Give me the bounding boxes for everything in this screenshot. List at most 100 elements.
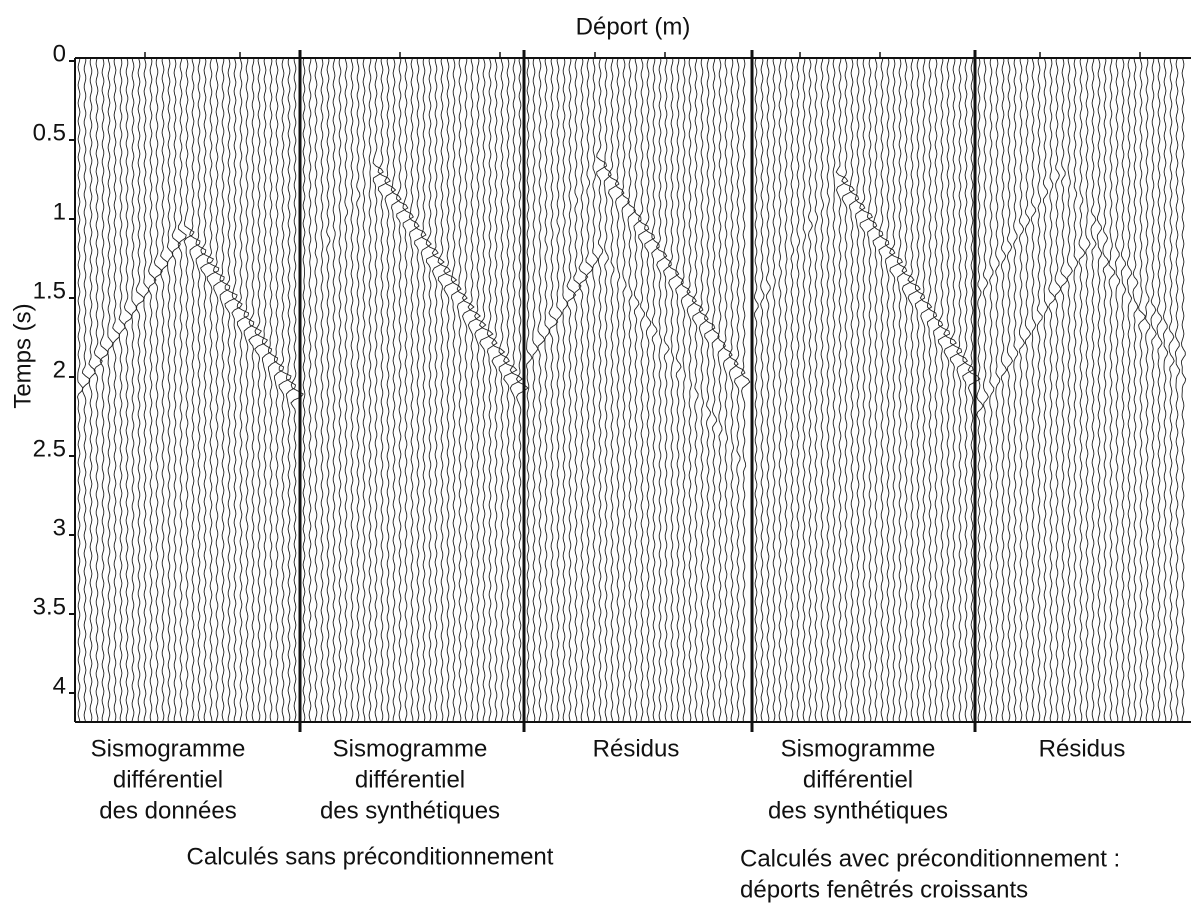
- trace: [153, 57, 163, 722]
- panel-label: Sismogramme: [781, 735, 936, 762]
- trace: [278, 57, 292, 722]
- trace: [760, 57, 765, 722]
- trace: [562, 57, 569, 722]
- trace: [675, 57, 684, 722]
- trace: [320, 57, 324, 722]
- trace: [566, 57, 577, 722]
- trace: [474, 57, 487, 722]
- panel-label: Sismogramme: [333, 735, 488, 762]
- trace: [544, 57, 551, 722]
- panel-label: des synthétiques: [768, 797, 948, 824]
- trace: [585, 57, 594, 722]
- trace: [976, 57, 984, 722]
- trace: [285, 57, 297, 722]
- trace: [932, 57, 944, 722]
- y-tick-label: 2: [53, 356, 66, 383]
- trace: [914, 57, 926, 722]
- trace: [1073, 57, 1079, 722]
- caption: déports fenêtrés croissants: [740, 876, 1028, 903]
- y-axis-label: Temps (s): [9, 303, 36, 408]
- trace: [651, 57, 660, 722]
- trace: [644, 57, 656, 722]
- trace: [1115, 57, 1121, 722]
- trace: [135, 57, 145, 722]
- trace: [212, 57, 225, 722]
- trace: [728, 57, 739, 722]
- trace: [1090, 57, 1097, 722]
- trace: [402, 57, 414, 722]
- trace: [884, 57, 896, 722]
- trace: [377, 57, 391, 722]
- trace: [356, 57, 361, 722]
- trace: [123, 57, 133, 722]
- trace: [350, 57, 354, 722]
- trace: [344, 57, 349, 722]
- trace: [118, 57, 126, 722]
- trace: [147, 57, 157, 722]
- x-axis-label: Déport (m): [576, 13, 691, 40]
- trace: [807, 57, 813, 722]
- trace: [962, 57, 974, 722]
- trace: [754, 57, 759, 722]
- trace: [926, 57, 938, 722]
- trace: [943, 57, 957, 722]
- trace: [820, 57, 825, 722]
- trace: [1138, 57, 1146, 722]
- trace: [408, 57, 420, 721]
- trace: [1175, 57, 1181, 721]
- trace: [772, 57, 776, 722]
- trace: [995, 57, 1001, 722]
- traces: [77, 57, 1187, 722]
- trace: [717, 57, 726, 722]
- y-tick-label: 3: [53, 514, 66, 541]
- trace: [81, 57, 91, 722]
- trace: [614, 57, 625, 722]
- trace: [889, 57, 904, 722]
- trace: [578, 57, 589, 722]
- trace: [733, 57, 746, 722]
- trace: [854, 57, 866, 722]
- trace: [1043, 57, 1049, 722]
- trace: [200, 57, 215, 722]
- trace: [627, 57, 637, 722]
- panel-label: Résidus: [1039, 735, 1126, 762]
- trace: [362, 57, 366, 722]
- trace: [396, 57, 409, 722]
- trace: [224, 57, 238, 722]
- trace: [784, 57, 788, 722]
- trace: [183, 57, 195, 722]
- trace: [450, 57, 462, 722]
- trace: [332, 57, 336, 722]
- trace: [919, 57, 933, 722]
- trace: [766, 57, 771, 722]
- trace: [796, 57, 801, 722]
- trace: [1024, 57, 1032, 722]
- trace: [1067, 57, 1073, 722]
- y-tick-label: 1: [53, 198, 66, 225]
- trace: [93, 57, 103, 722]
- trace: [88, 57, 96, 722]
- trace: [704, 57, 716, 722]
- trace: [372, 57, 384, 722]
- trace: [302, 57, 306, 722]
- trace: [171, 57, 181, 722]
- trace: [368, 57, 372, 722]
- trace: [680, 57, 691, 722]
- trace: [907, 57, 921, 722]
- trace: [896, 57, 908, 722]
- panel-label: Résidus: [593, 735, 680, 762]
- trace: [515, 57, 529, 722]
- trace: [621, 57, 630, 722]
- trace: [491, 57, 506, 722]
- trace: [99, 57, 109, 722]
- y-tick-label: 3.5: [33, 593, 66, 620]
- trace: [835, 57, 849, 722]
- trace: [390, 57, 402, 721]
- trace: [308, 58, 312, 722]
- trace: [859, 57, 874, 722]
- trace: [431, 57, 445, 722]
- trace: [143, 57, 150, 722]
- trace: [413, 57, 427, 722]
- panel-label: différentiel: [803, 766, 913, 793]
